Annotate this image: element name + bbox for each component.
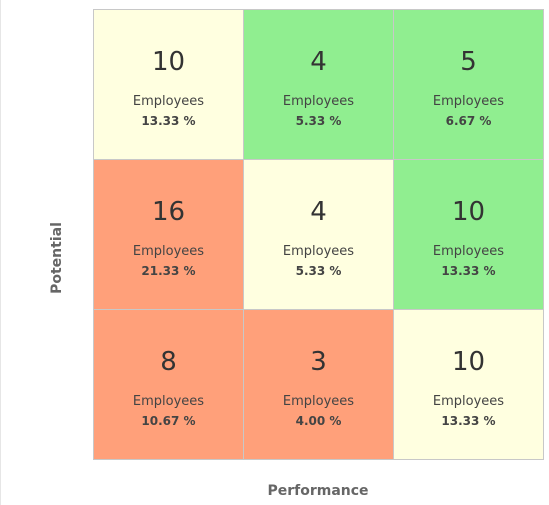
- cell-count: 5: [460, 47, 477, 77]
- cell: [393, 9, 544, 160]
- cell-unit: Employees: [433, 244, 504, 259]
- cell-percent: 13.33 %: [141, 114, 195, 128]
- cell: [93, 9, 244, 160]
- cell-percent: 5.33 %: [296, 264, 342, 278]
- cell: [243, 159, 394, 310]
- cell-percent: 5.33 %: [296, 114, 342, 128]
- cell-count: 4: [310, 47, 327, 77]
- grid: 10 Employees 13.33 % 4 Employees 5.33 % 5 Emplo…: [93, 9, 544, 460]
- cell: [393, 309, 544, 460]
- cell-percent: 21.33 %: [141, 264, 195, 278]
- cell: [393, 159, 544, 310]
- cell-unit: Employees: [133, 94, 204, 109]
- cell-unit: Employees: [433, 394, 504, 409]
- cell: [93, 309, 244, 460]
- cell-percent: 13.33 %: [441, 414, 495, 428]
- cell-unit: Employees: [283, 394, 354, 409]
- cell-percent: 10.67 %: [141, 414, 195, 428]
- cell-unit: Employees: [283, 244, 354, 259]
- y-axis-label: Potential: [49, 222, 65, 294]
- cell-percent: 13.33 %: [441, 264, 495, 278]
- cell: [243, 9, 394, 160]
- cell-count: 4: [310, 197, 327, 227]
- cell: [93, 159, 244, 310]
- cell: [243, 309, 394, 460]
- cell-count: 16: [152, 197, 185, 227]
- cell-unit: Employees: [283, 94, 354, 109]
- cell-count: 3: [310, 347, 327, 377]
- cell-count: 10: [452, 347, 485, 377]
- cell-percent: 4.00 %: [296, 414, 342, 428]
- cell-count: 10: [152, 47, 185, 77]
- cell-count: 8: [160, 347, 177, 377]
- cell-unit: Employees: [133, 394, 204, 409]
- cell-count: 10: [452, 197, 485, 227]
- cell-unit: Employees: [433, 94, 504, 109]
- cell-unit: Employees: [133, 244, 204, 259]
- cell-percent: 6.67 %: [446, 114, 492, 128]
- x-axis-label: Performance: [267, 483, 368, 499]
